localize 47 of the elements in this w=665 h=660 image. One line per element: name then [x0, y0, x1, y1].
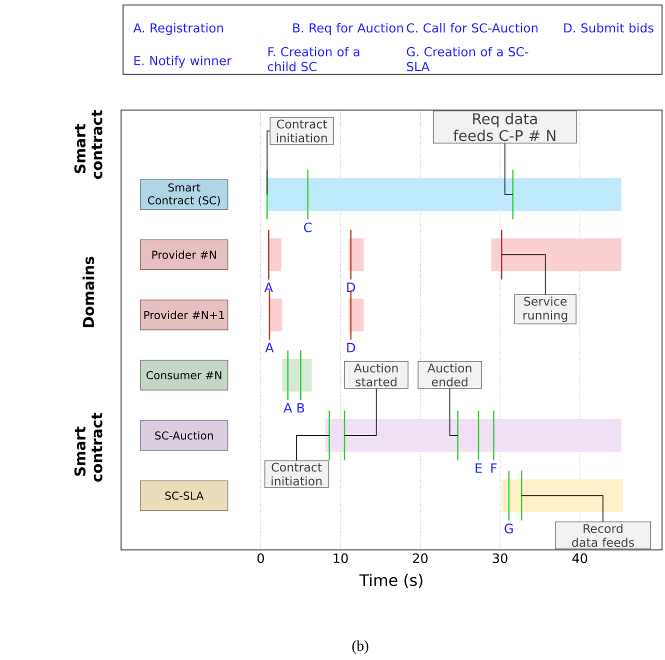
text: Domains	[82, 256, 94, 328]
y-tick-label: Provider #N	[152, 250, 216, 259]
annotation: Contract initiation	[276, 120, 328, 142]
annotation: A	[284, 403, 292, 413]
y-tick-label: SC-SLA	[165, 492, 204, 500]
bar	[325, 419, 622, 452]
text: F. Creation of a child SC	[268, 46, 360, 72]
annotation: D	[347, 282, 356, 292]
y-tick-label: SC-Auction	[155, 431, 213, 440]
y-tick-label: Consumer #N	[146, 371, 222, 380]
annotation: Contract initiation	[272, 462, 322, 486]
text: G. Creation of a SC-SLA	[406, 46, 528, 72]
text: B. Req for Auction	[293, 22, 403, 35]
text: (b)	[352, 640, 368, 654]
annotation: F	[491, 463, 497, 473]
x-tick-label: 10	[334, 553, 348, 564]
annotation: B	[297, 403, 304, 413]
text: E. Notify winner	[134, 56, 232, 68]
y-tick-label: Provider #N+1	[144, 310, 224, 320]
text: A. Registration	[133, 22, 223, 35]
x-tick-label: 0	[257, 553, 264, 564]
annotation: Req data feeds C-P # N	[453, 112, 556, 142]
text: Smart contract	[74, 412, 102, 482]
annotation: E	[476, 463, 482, 473]
bar	[502, 479, 623, 512]
bar	[268, 238, 282, 272]
annotation: Auction started	[354, 363, 398, 386]
y-tick-label: Smart Contract (SC)	[148, 183, 220, 206]
annotation: D	[347, 342, 356, 352]
bar	[491, 238, 622, 272]
bar	[267, 178, 622, 211]
x-tick-label: 40	[572, 553, 588, 564]
x-tick-label: 20	[413, 553, 428, 564]
annotation: A	[265, 342, 274, 352]
text: D. Submit bids	[564, 22, 654, 33]
text: C. Call for SC-Auction	[406, 22, 538, 33]
bar	[348, 298, 364, 332]
x-tick-label: 30	[492, 553, 508, 564]
x-axis-title: Time (s)	[359, 574, 422, 588]
bar	[269, 298, 282, 332]
annotation: Record data feeds	[572, 524, 634, 547]
annotation: G	[504, 524, 513, 534]
annotation: C	[304, 222, 312, 232]
annotation: Service running	[523, 296, 568, 322]
annotation: A	[264, 282, 273, 292]
text: Smart contract	[74, 110, 102, 179]
annotation: Auction ended	[427, 363, 472, 386]
